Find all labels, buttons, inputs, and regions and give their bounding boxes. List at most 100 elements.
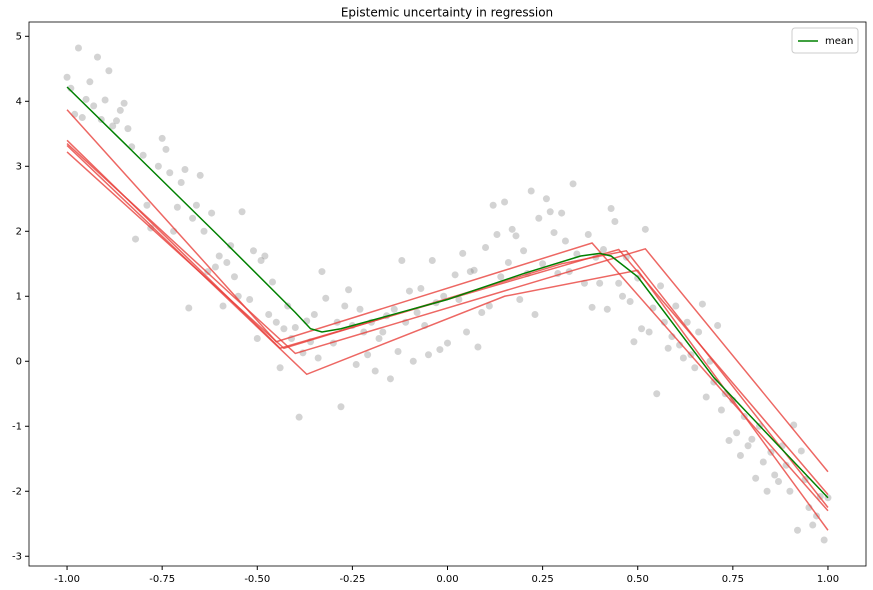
data-point — [356, 305, 364, 313]
y-tick-label: -2 — [12, 486, 22, 497]
x-tick-label: 0.00 — [436, 574, 458, 585]
data-point — [493, 231, 501, 239]
data-point — [230, 273, 238, 281]
data-point — [428, 257, 436, 265]
data-point — [615, 279, 623, 287]
data-point — [223, 258, 231, 266]
data-point — [101, 96, 109, 104]
data-point — [679, 354, 687, 362]
data-point — [489, 201, 497, 209]
data-point — [584, 231, 592, 239]
data-point — [375, 335, 383, 343]
x-tick-label: 1.00 — [817, 574, 839, 585]
y-tick-label: -3 — [12, 551, 22, 562]
x-tick-label: -0.25 — [339, 574, 365, 585]
plot-frame — [28, 21, 867, 567]
data-point — [539, 260, 547, 268]
data-point — [120, 99, 128, 107]
data-point — [752, 474, 760, 482]
data-point — [794, 526, 802, 534]
data-point — [200, 227, 208, 235]
y-tick-label: 5 — [16, 31, 22, 42]
data-point — [573, 250, 581, 258]
data-point — [238, 208, 246, 216]
data-point — [105, 67, 113, 75]
data-point — [744, 442, 752, 450]
data-point — [345, 286, 353, 294]
data-point — [272, 318, 280, 326]
data-point — [470, 266, 478, 274]
data-point — [181, 166, 189, 174]
data-point — [455, 296, 463, 304]
data-point — [90, 102, 98, 110]
y-tick-label: -1 — [12, 421, 22, 432]
data-point — [809, 521, 817, 529]
data-point — [352, 361, 360, 369]
data-point — [520, 247, 528, 255]
data-point — [561, 237, 569, 245]
data-point — [208, 209, 216, 217]
sample-line — [66, 151, 829, 508]
legend-label: mean — [825, 36, 853, 47]
x-tick-label: -1.00 — [54, 574, 80, 585]
data-point — [485, 302, 493, 310]
data-point — [82, 95, 90, 103]
data-point — [820, 536, 828, 544]
plot-area — [29, 22, 866, 566]
data-point — [253, 335, 261, 343]
data-point — [599, 245, 607, 253]
data-point — [303, 317, 311, 325]
data-point — [607, 205, 615, 213]
data-point — [797, 447, 805, 455]
data-point — [71, 110, 79, 118]
data-point — [128, 143, 136, 151]
data-point — [386, 375, 394, 383]
data-point — [497, 273, 505, 281]
data-point — [619, 292, 627, 300]
data-point — [173, 203, 181, 211]
data-point — [78, 114, 86, 122]
data-point — [261, 252, 269, 260]
data-point — [196, 171, 204, 179]
data-point — [424, 351, 432, 359]
data-point — [611, 218, 619, 226]
data-point — [531, 310, 539, 318]
x-tick-label: -0.50 — [244, 574, 270, 585]
x-tick-label: 0.25 — [531, 574, 553, 585]
data-point — [771, 471, 779, 479]
data-point — [215, 252, 223, 260]
data-point — [413, 309, 421, 317]
y-tick-label: 2 — [16, 226, 22, 237]
data-point — [390, 305, 398, 313]
data-point — [268, 278, 276, 286]
data-point — [192, 201, 200, 209]
data-point — [569, 180, 577, 188]
data-point — [417, 284, 425, 292]
data-point — [409, 357, 417, 365]
data-point — [463, 328, 471, 336]
data-point — [478, 309, 486, 317]
data-point — [717, 406, 725, 414]
data-point — [535, 214, 543, 222]
data-point — [371, 367, 379, 375]
data-point — [733, 429, 741, 437]
data-point — [124, 125, 132, 133]
data-point — [436, 346, 444, 354]
data-point — [558, 209, 566, 217]
y-tick-label: 0 — [16, 356, 22, 367]
data-point — [139, 151, 147, 159]
data-point — [310, 310, 318, 318]
mean-line — [66, 86, 829, 499]
data-point — [444, 339, 451, 347]
data-point — [63, 73, 71, 81]
data-point — [318, 268, 326, 276]
data-point — [341, 302, 349, 310]
x-tick-label: -0.75 — [149, 574, 175, 585]
sample-line — [66, 109, 829, 512]
y-tick-label: 3 — [16, 161, 22, 172]
data-point — [714, 322, 722, 330]
data-point — [211, 263, 219, 271]
data-point — [291, 323, 299, 331]
